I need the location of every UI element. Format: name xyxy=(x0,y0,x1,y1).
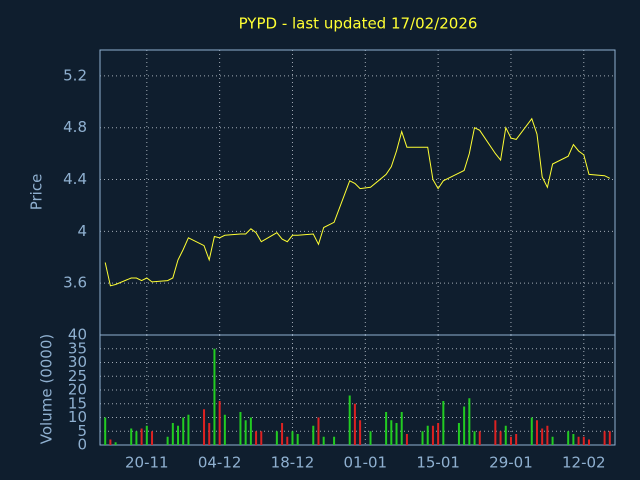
volume-bar xyxy=(151,431,154,445)
volume-bar xyxy=(535,420,538,445)
volume-bar xyxy=(431,425,434,445)
volume-bar xyxy=(317,417,320,445)
volume-bar xyxy=(369,431,372,445)
volume-bar xyxy=(515,434,518,445)
volume-tick-label: 0 xyxy=(77,436,87,454)
volume-tick-label: 20 xyxy=(68,381,87,399)
volume-bar xyxy=(166,436,169,445)
volume-tick-label: 25 xyxy=(68,367,87,385)
volume-bar xyxy=(457,423,460,445)
volume-bar xyxy=(463,406,466,445)
volume-bar xyxy=(208,423,211,445)
volume-bar xyxy=(582,436,585,445)
volume-bar xyxy=(587,439,590,445)
chart-title: PYPD - last updated 17/02/2026 xyxy=(239,15,478,33)
volume-bar xyxy=(187,414,190,445)
volume-bar xyxy=(239,412,242,445)
volume-bar xyxy=(603,431,606,445)
volume-bar xyxy=(385,412,388,445)
volume-bar xyxy=(249,417,252,445)
volume-bar xyxy=(504,425,507,445)
y-tick-label: 4.4 xyxy=(63,170,87,188)
price-frame xyxy=(99,49,616,336)
x-tick-label: 01-01 xyxy=(344,454,388,472)
y-tick-label: 4.8 xyxy=(63,118,87,136)
volume-bar xyxy=(177,425,180,445)
volume-tick-label: 30 xyxy=(68,353,87,371)
volume-tick-label: 40 xyxy=(68,326,87,344)
y-tick-label: 5.2 xyxy=(63,66,87,84)
x-tick-label: 20-11 xyxy=(125,454,169,472)
volume-bar xyxy=(478,431,481,445)
volume-bar xyxy=(296,434,299,445)
volume-bar xyxy=(275,431,278,445)
volume-bar xyxy=(400,412,403,445)
volume-bar xyxy=(333,436,336,445)
volume-bar xyxy=(286,436,289,445)
volume-bar xyxy=(140,428,143,445)
volume-bar xyxy=(359,420,362,445)
x-tick-label: 15-01 xyxy=(416,454,460,472)
volume-tick-label: 10 xyxy=(68,408,87,426)
volume-bar xyxy=(104,417,107,445)
volume-bar xyxy=(499,431,502,445)
volume-bar xyxy=(244,420,247,445)
volume-tick-label: 5 xyxy=(77,422,87,440)
volume-bar xyxy=(577,436,580,445)
x-tick-label: 29-01 xyxy=(489,454,533,472)
price-axis-label: Price xyxy=(28,174,46,211)
volume-bar xyxy=(530,417,533,445)
volume-bar xyxy=(281,423,284,445)
volume-bar xyxy=(572,434,575,445)
volume-bar xyxy=(390,420,393,445)
volume-bar xyxy=(608,431,611,445)
volume-bar xyxy=(494,420,497,445)
volume-bar xyxy=(255,431,258,445)
volume-bar xyxy=(551,436,554,445)
volume-bar xyxy=(567,431,570,445)
volume-bar xyxy=(473,431,476,445)
volume-bar xyxy=(468,398,471,445)
volume-bar xyxy=(405,434,408,445)
volume-bar xyxy=(260,431,263,445)
price-line xyxy=(104,117,611,287)
volume-frame xyxy=(99,334,616,446)
volume-bar xyxy=(442,401,445,445)
volume-bar xyxy=(145,425,148,445)
volume-bar xyxy=(223,414,226,445)
volume-bar xyxy=(546,425,549,445)
volume-bar xyxy=(437,423,440,445)
y-tick-label: 3.6 xyxy=(63,274,87,292)
volume-bar xyxy=(348,395,351,445)
volume-bar xyxy=(426,425,429,445)
volume-bar xyxy=(213,348,216,445)
volume-bar xyxy=(130,428,133,445)
volume-bar xyxy=(322,436,325,445)
volume-bar xyxy=(218,401,221,445)
volume-bar xyxy=(182,417,185,445)
x-tick-label: 04-12 xyxy=(198,454,242,472)
volume-tick-label: 15 xyxy=(68,394,87,412)
volume-tick-label: 35 xyxy=(68,339,87,357)
volume-bar xyxy=(109,439,112,445)
x-tick-label: 12-02 xyxy=(562,454,606,472)
volume-bar xyxy=(312,425,315,445)
volume-bar xyxy=(421,431,424,445)
volume-bar xyxy=(395,423,398,445)
volume-bar xyxy=(203,409,206,445)
y-tick-label: 4 xyxy=(77,222,87,240)
x-tick-label: 18-12 xyxy=(271,454,315,472)
volume-axis-label: Volume (0000) xyxy=(38,334,56,444)
volume-bar xyxy=(114,442,117,445)
volume-bar xyxy=(171,423,174,445)
volume-bar xyxy=(541,428,544,445)
volume-bar xyxy=(353,403,356,445)
volume-bar xyxy=(135,431,138,445)
volume-bar xyxy=(509,436,512,445)
volume-bar xyxy=(291,431,294,445)
